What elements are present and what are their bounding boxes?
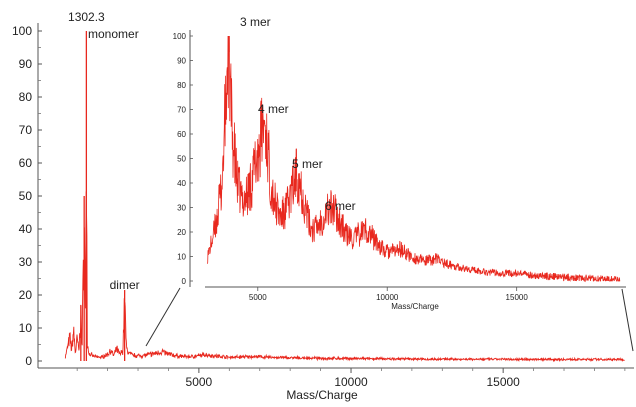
main-x-tick-label: 10000 bbox=[334, 375, 368, 389]
main-y-tick-label: 70 bbox=[19, 123, 33, 137]
main-y-tick-label: 10 bbox=[19, 321, 33, 335]
inset-y-tick-label: 60 bbox=[177, 130, 186, 139]
inset-y-tick-label: 40 bbox=[177, 179, 186, 188]
main-y-tick-label: 40 bbox=[19, 222, 33, 236]
inset-connector-left bbox=[145, 287, 181, 347]
inset-connector-right bbox=[621, 288, 634, 352]
inset-y-tick-label: 100 bbox=[173, 32, 187, 41]
inset-peak-label-3mer: 3 mer bbox=[240, 15, 271, 29]
inset-y-tick-label: 30 bbox=[177, 204, 186, 213]
peak-label-dimer: dimer bbox=[110, 278, 140, 292]
main-x-tick-label: 5000 bbox=[186, 375, 213, 389]
main-spectrum-trace bbox=[64, 191, 625, 363]
inset-x-axis-title: Mass/Charge bbox=[391, 302, 439, 311]
main-y-tick-label: 80 bbox=[19, 90, 33, 104]
inset-y-tick-label: 0 bbox=[182, 277, 187, 286]
main-y-tick-label: 20 bbox=[19, 288, 33, 302]
inset-y-tick-label: 70 bbox=[177, 106, 186, 115]
main-y-tick-label: 100 bbox=[12, 24, 32, 38]
inset-x-tick-label: 10000 bbox=[376, 293, 399, 302]
inset-y-tick-label: 90 bbox=[177, 57, 186, 66]
inset-y-tick-label: 50 bbox=[177, 155, 186, 164]
inset-x-tick-label: 15000 bbox=[506, 293, 529, 302]
inset-y-tick-label: 10 bbox=[177, 253, 186, 262]
main-y-tick-label: 50 bbox=[19, 189, 33, 203]
main-x-tick-label: 15000 bbox=[486, 375, 520, 389]
inset-peak-label-4mer: 4 mer bbox=[258, 102, 289, 116]
main-y-tick-label: 30 bbox=[19, 255, 33, 269]
inset-x-tick-label: 5000 bbox=[249, 293, 267, 302]
inset-peak-label-6mer: 6 mer bbox=[325, 199, 356, 213]
main-y-tick-label: 60 bbox=[19, 156, 33, 170]
inset-spectrum-trace bbox=[206, 35, 621, 283]
main-y-tick-label: 0 bbox=[25, 354, 32, 368]
main-x-axis-title: Mass/Charge bbox=[286, 388, 358, 402]
inset-peak-label-5mer: 5 mer bbox=[292, 157, 323, 171]
peak-label-1302: 1302.3 bbox=[68, 10, 105, 24]
inset-y-tick-label: 20 bbox=[177, 228, 186, 237]
main-y-tick-label: 90 bbox=[19, 57, 33, 71]
peak-label-monomer: monomer bbox=[88, 27, 139, 41]
inset-y-tick-label: 80 bbox=[177, 81, 186, 90]
